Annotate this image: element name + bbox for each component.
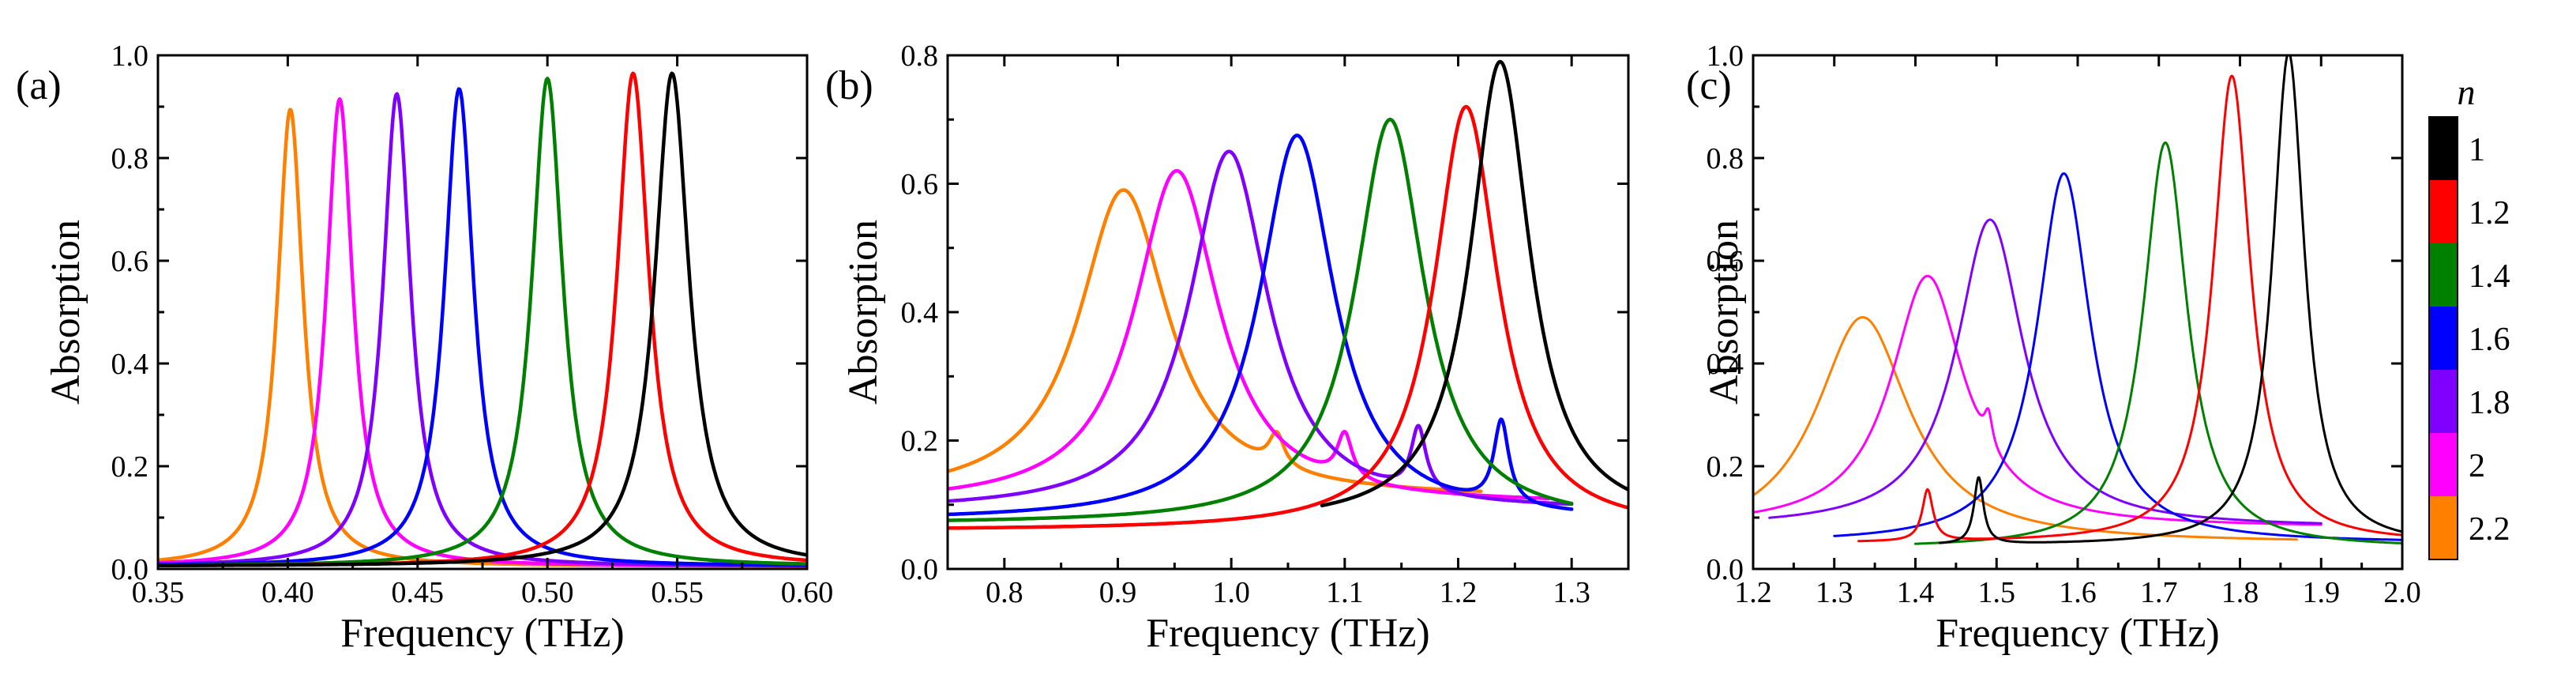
y-axis-title: Absorption — [43, 220, 88, 405]
series-line-n-2-2 — [948, 188, 1483, 493]
y-tick-label: 0.2 — [901, 425, 939, 458]
y-tick-label: 0.2 — [1707, 450, 1744, 484]
x-tick-label: 1.2 — [1734, 576, 1772, 609]
y-tick-label: 0.2 — [111, 450, 149, 484]
legend-label: 2.2 — [2469, 511, 2510, 548]
x-tick-label: 1.0 — [1212, 576, 1250, 609]
x-axis-title: Frequency (THz) — [1936, 611, 2220, 656]
legend-swatch — [2429, 243, 2458, 307]
series-line-n-2-2 — [158, 107, 807, 568]
legend-label: 1.2 — [2469, 195, 2510, 232]
x-tick-label: 0.45 — [392, 576, 445, 609]
legend-label: 1.8 — [2469, 385, 2510, 421]
legend-swatch — [2429, 307, 2458, 370]
y-tick-label: 0.6 — [901, 168, 939, 201]
series-line-n-1-2 — [948, 104, 1628, 530]
y-tick-label: 0.6 — [1707, 245, 1744, 278]
x-axis-title: Frequency (THz) — [340, 611, 625, 656]
series-line-n-1 — [1938, 55, 2402, 544]
series-line-n-1-6 — [948, 134, 1574, 517]
y-tick-label: 0.4 — [901, 296, 939, 330]
y-tick-label: 0.4 — [1707, 348, 1744, 381]
x-tick-label: 1.9 — [2303, 576, 2341, 609]
plot-frame — [1752, 54, 2404, 571]
legend-label: 1 — [2469, 132, 2485, 168]
x-tick-label: 2.0 — [2383, 576, 2421, 609]
series-line-n-1 — [1320, 59, 1628, 508]
x-tick-label: 0.35 — [132, 576, 185, 609]
legend-label: 1.4 — [2469, 258, 2510, 295]
chart-panel-b: 0.8 0.9 1.0 1.1 1.2 1.3 0.0 0.2 0.4 0.6 0.8 Frequen… — [825, 40, 1630, 656]
series-line-n-1-6 — [158, 87, 807, 567]
x-tick-label: 0.40 — [261, 576, 314, 609]
y-tick-label: 0.0 — [901, 553, 939, 586]
series-line-n-1 — [158, 71, 807, 567]
panel-label: (a) — [16, 63, 62, 108]
series-line-n-1-6 — [1833, 172, 2402, 541]
y-tick-label: 0.8 — [1707, 142, 1744, 175]
legend-swatch — [2429, 117, 2458, 180]
x-tick-label: 1.1 — [1326, 576, 1364, 609]
series-line-n-2-2 — [1753, 316, 2298, 541]
x-axis-title: Frequency (THz) — [1146, 611, 1430, 656]
series-line-n-2 — [1753, 274, 2323, 526]
x-tick-label: 1.8 — [2221, 576, 2259, 609]
x-tick-label: 1.3 — [1553, 576, 1590, 609]
series-group — [158, 71, 807, 568]
x-tick-label: 0.55 — [651, 576, 704, 609]
y-axis-title: Absorption — [841, 220, 886, 405]
series-line-n-1-4 — [948, 118, 1574, 522]
x-tick-label: 0.60 — [781, 576, 834, 609]
legend-label: 1.6 — [2469, 322, 2510, 358]
series-group — [948, 59, 1628, 530]
x-tick-label: 0.9 — [1099, 576, 1137, 609]
chart-panel-a: 0.35 0.40 0.45 0.50 0.55 0.60 0.0 0.2 0.4 0.6 0.8 1… — [16, 40, 833, 656]
x-tick-label: 1.3 — [1816, 576, 1853, 609]
y-tick-label: 0.0 — [111, 553, 149, 586]
x-tick-label: 1.7 — [2140, 576, 2178, 609]
x-tick-label: 1.4 — [1897, 576, 1935, 609]
legend-label: 2 — [2469, 448, 2485, 484]
legend: n 1 1.2 1.4 1.6 1.8 2 2.2 — [2428, 72, 2510, 560]
y-tick-label: 0.0 — [1707, 553, 1744, 586]
series-line-n-1-2 — [1857, 74, 2402, 543]
x-tick-label: 1.5 — [1978, 576, 2016, 609]
legend-title: n — [2458, 72, 2476, 112]
x-tick-label: 0.8 — [986, 576, 1023, 609]
y-tick-label: 0.6 — [111, 245, 149, 278]
y-axis-title: Absorption — [1702, 220, 1747, 405]
y-tick-label: 1.0 — [111, 40, 149, 73]
y-tick-label: 1.0 — [1707, 40, 1744, 73]
y-tick-label: 0.4 — [111, 348, 149, 381]
x-tick-label: 0.50 — [521, 576, 574, 609]
y-tick-label: 0.8 — [111, 142, 149, 175]
series-line-n-1-8 — [1768, 218, 2323, 525]
plot-frame — [946, 54, 1630, 571]
legend-swatch — [2429, 433, 2458, 496]
legend-bar-outline — [2428, 116, 2458, 560]
panel-label: (b) — [825, 63, 873, 108]
y-tick-label: 0.8 — [901, 40, 939, 73]
legend-swatch — [2429, 496, 2458, 559]
legend-swatch — [2429, 180, 2458, 243]
chart-panel-c: 1.2 1.3 1.4 1.5 1.6 1.7 1.8 1.9 2.0 0.0 0.2 0.4 0.6 0… — [1686, 40, 2421, 656]
series-group — [1753, 55, 2402, 545]
legend-swatch — [2429, 370, 2458, 433]
panel-label: (c) — [1686, 63, 1732, 108]
x-tick-label: 1.2 — [1440, 576, 1478, 609]
series-line-n-1-8 — [948, 149, 1574, 507]
series-line-n-2 — [948, 168, 1551, 501]
x-tick-label: 1.6 — [2059, 576, 2097, 609]
